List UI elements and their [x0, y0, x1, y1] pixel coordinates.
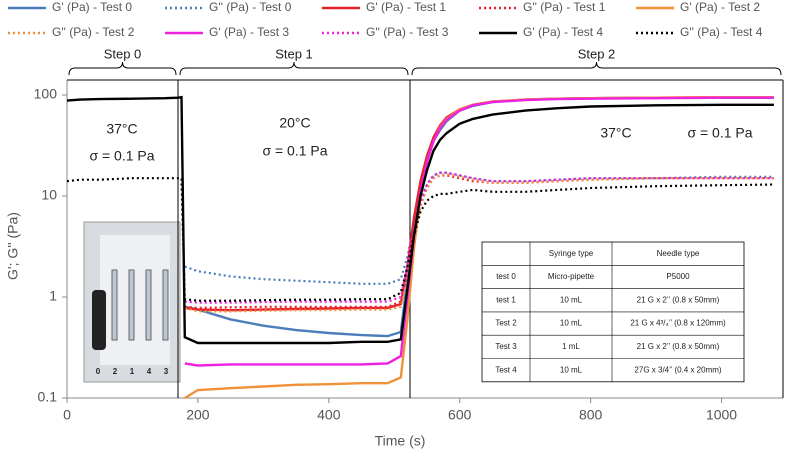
annotation: σ = 0.1 Pa	[687, 125, 752, 141]
annotation: 37°C	[106, 121, 137, 137]
x-tick-label: 600	[448, 407, 472, 423]
table-cell: 10 mL	[560, 319, 583, 328]
series-line	[184, 171, 774, 285]
table-cell: 21 G x 2’’ (0.8 x 50mm)	[637, 342, 720, 351]
step-brace	[68, 61, 177, 76]
table-cell: 21 G x 2’’ (0.8 x 50mm)	[637, 295, 720, 304]
photo-label: 0	[96, 367, 101, 376]
table-cell: 21 G x 4³/₄’’ (0.8 x 120mm)	[630, 319, 726, 328]
table-cell: P5000	[666, 272, 690, 281]
legend-label: G'' (Pa) - Test 3	[366, 25, 449, 39]
table-cell: Test 4	[495, 365, 517, 374]
legend-label: G' (Pa) - Test 0	[52, 0, 132, 14]
legend-label: G' (Pa) - Test 1	[366, 0, 446, 14]
step-label: Step 1	[275, 46, 313, 61]
y-tick-label: 1	[49, 288, 57, 304]
photo-pipette	[92, 290, 106, 350]
x-tick-label: 200	[186, 407, 210, 423]
series-line	[66, 95, 774, 345]
photo-syringe	[145, 269, 152, 341]
annotation: σ = 0.1 Pa	[262, 143, 327, 159]
photo-syringe	[111, 269, 118, 341]
legend-label: G' (Pa) - Test 4	[523, 25, 603, 39]
x-axis-label: Time (s)	[375, 433, 426, 449]
series-line	[184, 172, 774, 313]
step-brace	[411, 61, 782, 76]
annotation: 37°C	[600, 125, 631, 141]
table-cell: Test 3	[495, 342, 517, 351]
y-tick-label: 10	[41, 187, 57, 203]
legend-label: G'' (Pa) - Test 4	[680, 25, 763, 39]
annotation: 20°C	[279, 115, 310, 131]
photo-paper	[100, 235, 170, 365]
x-tick-label: 800	[579, 407, 603, 423]
step-label: Step 0	[104, 46, 142, 61]
table-cell: 27G x 3/4’’ (0.4 x 20mm)	[634, 365, 721, 374]
x-tick-label: 400	[317, 407, 341, 423]
y-tick-label: 100	[34, 86, 58, 102]
photo-label: 4	[147, 367, 152, 376]
photo-syringe	[162, 269, 169, 341]
table-cell: 10 mL	[560, 365, 583, 374]
photo-label: 1	[130, 367, 135, 376]
step-brace	[179, 61, 409, 76]
x-tick-label: 0	[63, 407, 71, 423]
table-cell: Test 2	[495, 319, 517, 328]
table-cell: test 0	[496, 272, 516, 281]
legend-label: G' (Pa) - Test 3	[209, 25, 289, 39]
step-label: Step 2	[578, 46, 616, 61]
annotation: σ = 0.1 Pa	[89, 148, 154, 164]
table-header: Needle type	[657, 249, 700, 258]
series-line	[184, 96, 774, 367]
legend-label: G'' (Pa) - Test 2	[52, 25, 135, 39]
series-line	[66, 177, 774, 302]
table-cell: 1 mL	[562, 342, 580, 351]
table-cell: Micro-pipette	[548, 272, 595, 281]
table-header: Syringe type	[549, 249, 594, 258]
x-tick-label: 1000	[706, 407, 737, 423]
legend-label: G'' (Pa) - Test 0	[209, 0, 292, 14]
table-cell: 10 mL	[560, 295, 583, 304]
legend-label: G' (Pa) - Test 2	[680, 0, 760, 14]
legend-label: G'' (Pa) - Test 1	[523, 0, 606, 14]
photo-label: 2	[113, 367, 118, 376]
table-cell: test 1	[496, 295, 516, 304]
y-tick-label: 0.1	[38, 389, 58, 405]
y-axis-label: G'; G'' (Pa)	[5, 212, 21, 280]
series-line	[184, 171, 774, 304]
photo-label: 3	[164, 367, 169, 376]
photo-syringe	[128, 269, 135, 341]
